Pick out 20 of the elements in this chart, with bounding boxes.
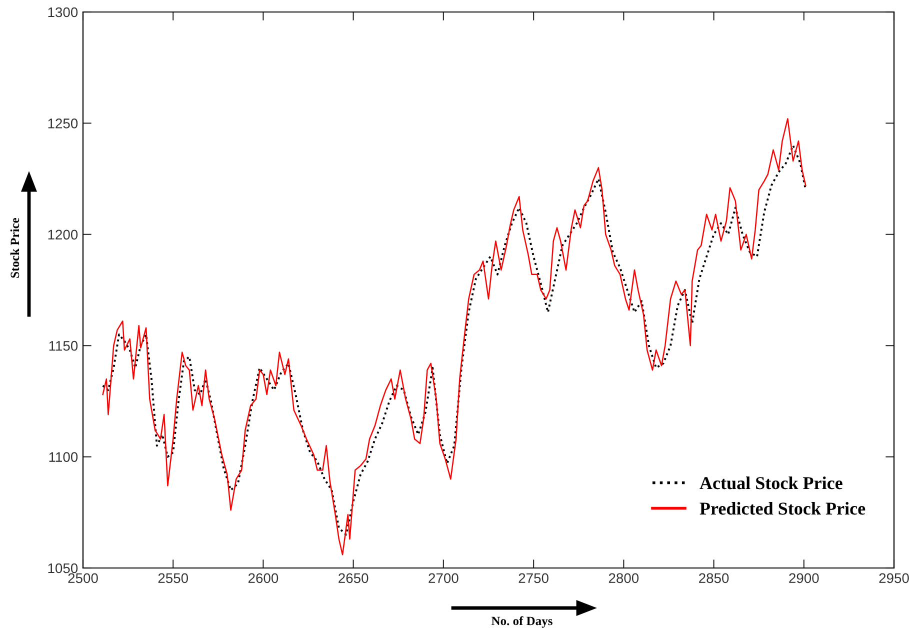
x-tick-label: 2750 xyxy=(518,573,548,584)
y-tick-label: 1050 xyxy=(48,563,78,574)
legend-label: Predicted Stock Price xyxy=(700,502,866,515)
x-axis-title: No. of Days xyxy=(492,616,552,628)
x-tick-label: 2800 xyxy=(608,573,639,584)
x-tick-label: 2500 xyxy=(68,573,98,584)
legend-label: Actual Stock Price xyxy=(700,476,842,490)
y-tick-label: 1300 xyxy=(48,7,78,18)
x-tick-label: 2700 xyxy=(428,573,458,584)
x-tick-label: 2900 xyxy=(789,573,819,584)
x-tick-label: 2600 xyxy=(248,573,278,584)
x-tick-label: 2550 xyxy=(158,573,188,584)
y-tick-label: 1250 xyxy=(48,118,78,128)
y-tick-label: 1200 xyxy=(48,230,78,240)
x-tick-label: 2850 xyxy=(699,573,729,584)
y-axis-title: Stock Price xyxy=(10,218,20,278)
x-tick-label: 2650 xyxy=(338,573,368,584)
y-tick-label: 1150 xyxy=(49,340,78,351)
x-tick-label: 2950 xyxy=(879,573,909,584)
y-tick-label: 1100 xyxy=(49,452,78,462)
